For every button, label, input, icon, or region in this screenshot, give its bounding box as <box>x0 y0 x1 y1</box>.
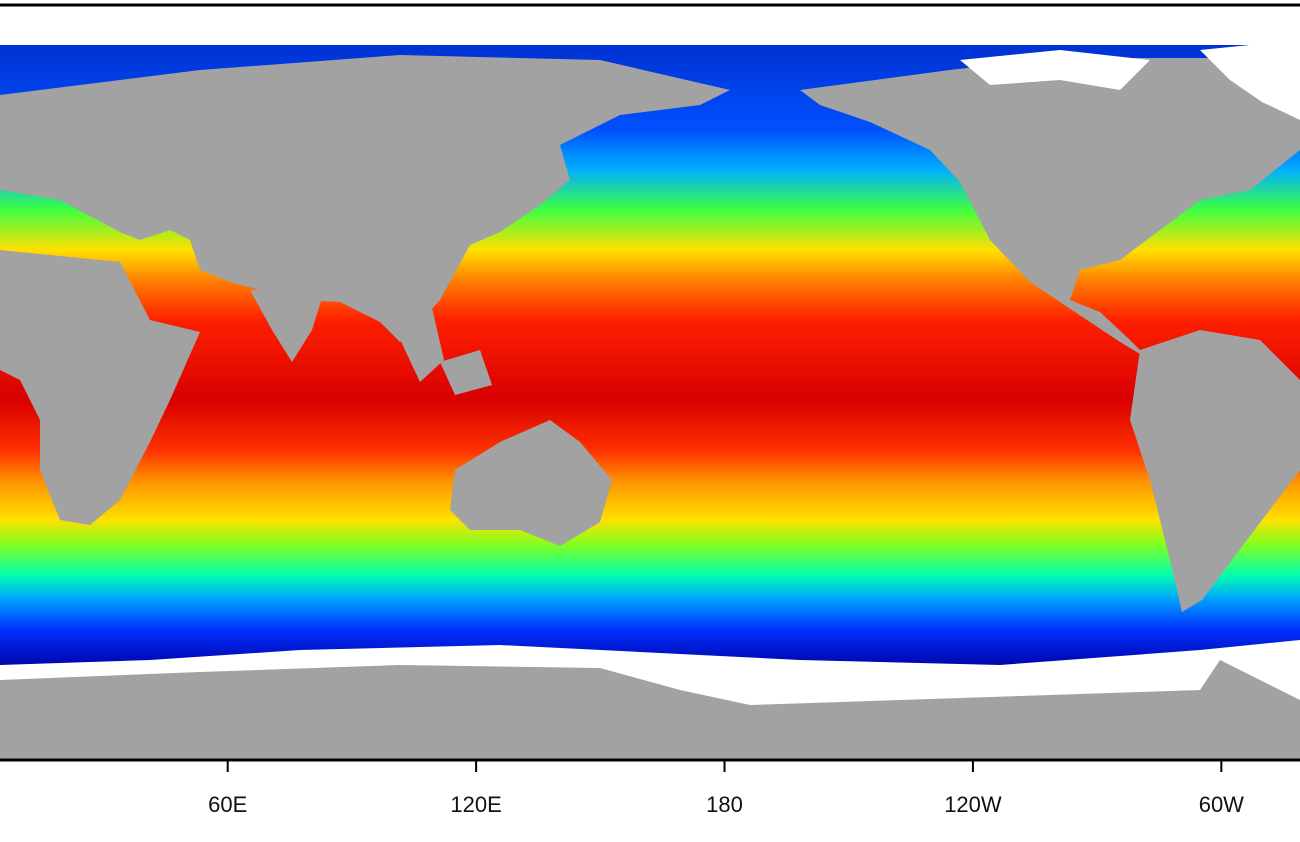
south-america <box>1130 330 1300 612</box>
x-tick-label: 180 <box>706 792 743 817</box>
africa <box>0 250 200 525</box>
eurasia <box>0 55 730 342</box>
map-body <box>0 5 1300 760</box>
antarctica <box>0 660 1300 760</box>
map-frame <box>0 3 1300 762</box>
southeast-asia <box>390 308 444 382</box>
x-tick-label: 60E <box>208 792 247 817</box>
north-america <box>800 58 1300 360</box>
australia <box>450 420 612 546</box>
india <box>250 288 325 362</box>
greenland <box>1200 40 1300 120</box>
x-tick-label: 120E <box>450 792 501 817</box>
x-tick-label: 60W <box>1199 792 1244 817</box>
borneo <box>440 350 492 395</box>
x-tick-label: 120W <box>944 792 1002 817</box>
canadian-archipelago <box>960 50 1150 90</box>
